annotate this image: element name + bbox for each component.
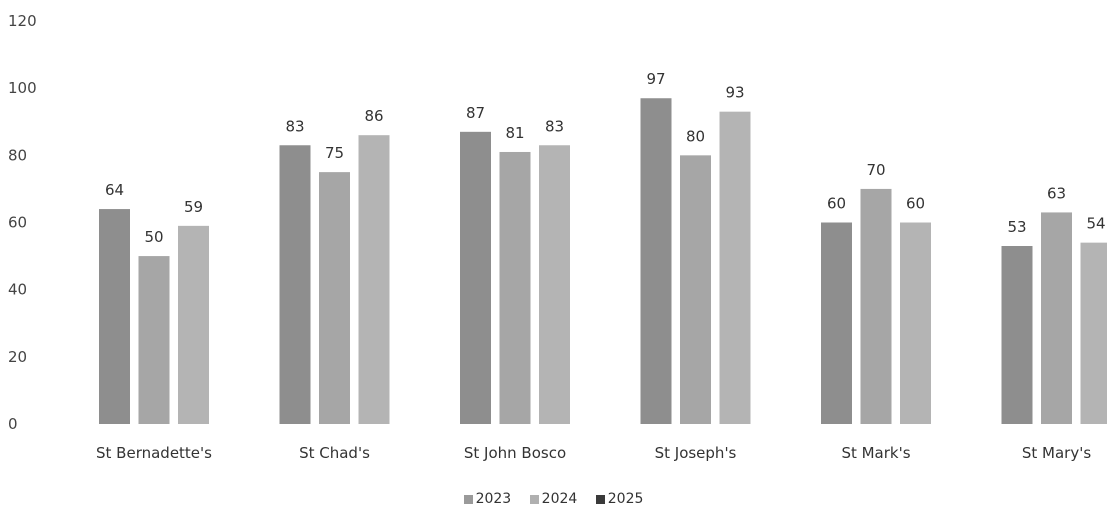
legend-swatch-2025 bbox=[595, 494, 605, 504]
bar bbox=[358, 135, 390, 424]
y-tick-label: 0 bbox=[8, 415, 18, 433]
data-label: 87 bbox=[466, 104, 485, 122]
data-label: 59 bbox=[184, 198, 203, 216]
y-tick-label: 80 bbox=[8, 146, 27, 164]
y-tick-label: 40 bbox=[8, 281, 27, 299]
legend-item-2024: 2024 bbox=[529, 491, 578, 507]
bar bbox=[319, 172, 350, 424]
y-tick-label: 20 bbox=[8, 348, 27, 366]
data-label: 63 bbox=[1047, 184, 1066, 202]
bar bbox=[680, 155, 711, 425]
bar bbox=[499, 151, 531, 424]
bar bbox=[860, 188, 892, 424]
data-label: 83 bbox=[285, 117, 304, 135]
data-label: 60 bbox=[827, 195, 846, 213]
x-tick-label: St Bernadette's bbox=[96, 444, 212, 462]
bar bbox=[279, 145, 311, 424]
data-label: 75 bbox=[325, 144, 344, 162]
data-label: 64 bbox=[105, 181, 124, 199]
bar bbox=[539, 145, 570, 424]
legend: 2023 2024 2025 bbox=[0, 491, 1107, 508]
y-tick-label: 100 bbox=[8, 79, 37, 97]
data-label: 97 bbox=[646, 70, 665, 88]
bar-chart: 0 20 40 60 80 100 120 64 50 59 St Bernadette's 83 75… bbox=[8, 12, 1107, 462]
data-label: 93 bbox=[725, 84, 744, 102]
legend-item-2023: 2023 bbox=[463, 491, 512, 507]
bar bbox=[138, 256, 170, 424]
bar bbox=[99, 209, 130, 424]
data-label: 83 bbox=[545, 117, 564, 135]
legend-label-2024: 2024 bbox=[541, 491, 578, 507]
x-tick-label: St Joseph's bbox=[655, 444, 737, 462]
x-tick-label: St Mary's bbox=[1022, 444, 1091, 462]
data-label: 86 bbox=[364, 107, 383, 125]
x-tick-label: St Mark's bbox=[841, 444, 910, 462]
legend-swatch-2024 bbox=[529, 494, 539, 504]
bar bbox=[1001, 246, 1033, 424]
data-label: 54 bbox=[1086, 215, 1105, 233]
bar bbox=[178, 225, 209, 424]
data-label: 80 bbox=[686, 127, 705, 145]
bar bbox=[1080, 242, 1107, 424]
x-tick-label: St John Bosco bbox=[464, 444, 566, 462]
bar bbox=[640, 98, 672, 424]
legend-swatch-2023 bbox=[463, 494, 473, 504]
bar bbox=[719, 111, 751, 425]
data-label: 60 bbox=[906, 195, 925, 213]
data-label: 53 bbox=[1007, 218, 1026, 236]
x-tick-label: St Chad's bbox=[299, 444, 370, 462]
data-label: 50 bbox=[144, 228, 163, 246]
bar bbox=[821, 222, 852, 424]
bar bbox=[900, 222, 931, 424]
data-label: 70 bbox=[866, 161, 885, 179]
legend-label-2025: 2025 bbox=[607, 491, 644, 507]
bar bbox=[460, 131, 491, 424]
legend-label-2023: 2023 bbox=[475, 491, 512, 507]
data-label: 81 bbox=[505, 124, 524, 142]
bar bbox=[1041, 212, 1072, 424]
y-tick-label: 60 bbox=[8, 214, 27, 232]
legend-item-2025: 2025 bbox=[595, 491, 644, 507]
y-tick-label: 120 bbox=[8, 12, 37, 30]
